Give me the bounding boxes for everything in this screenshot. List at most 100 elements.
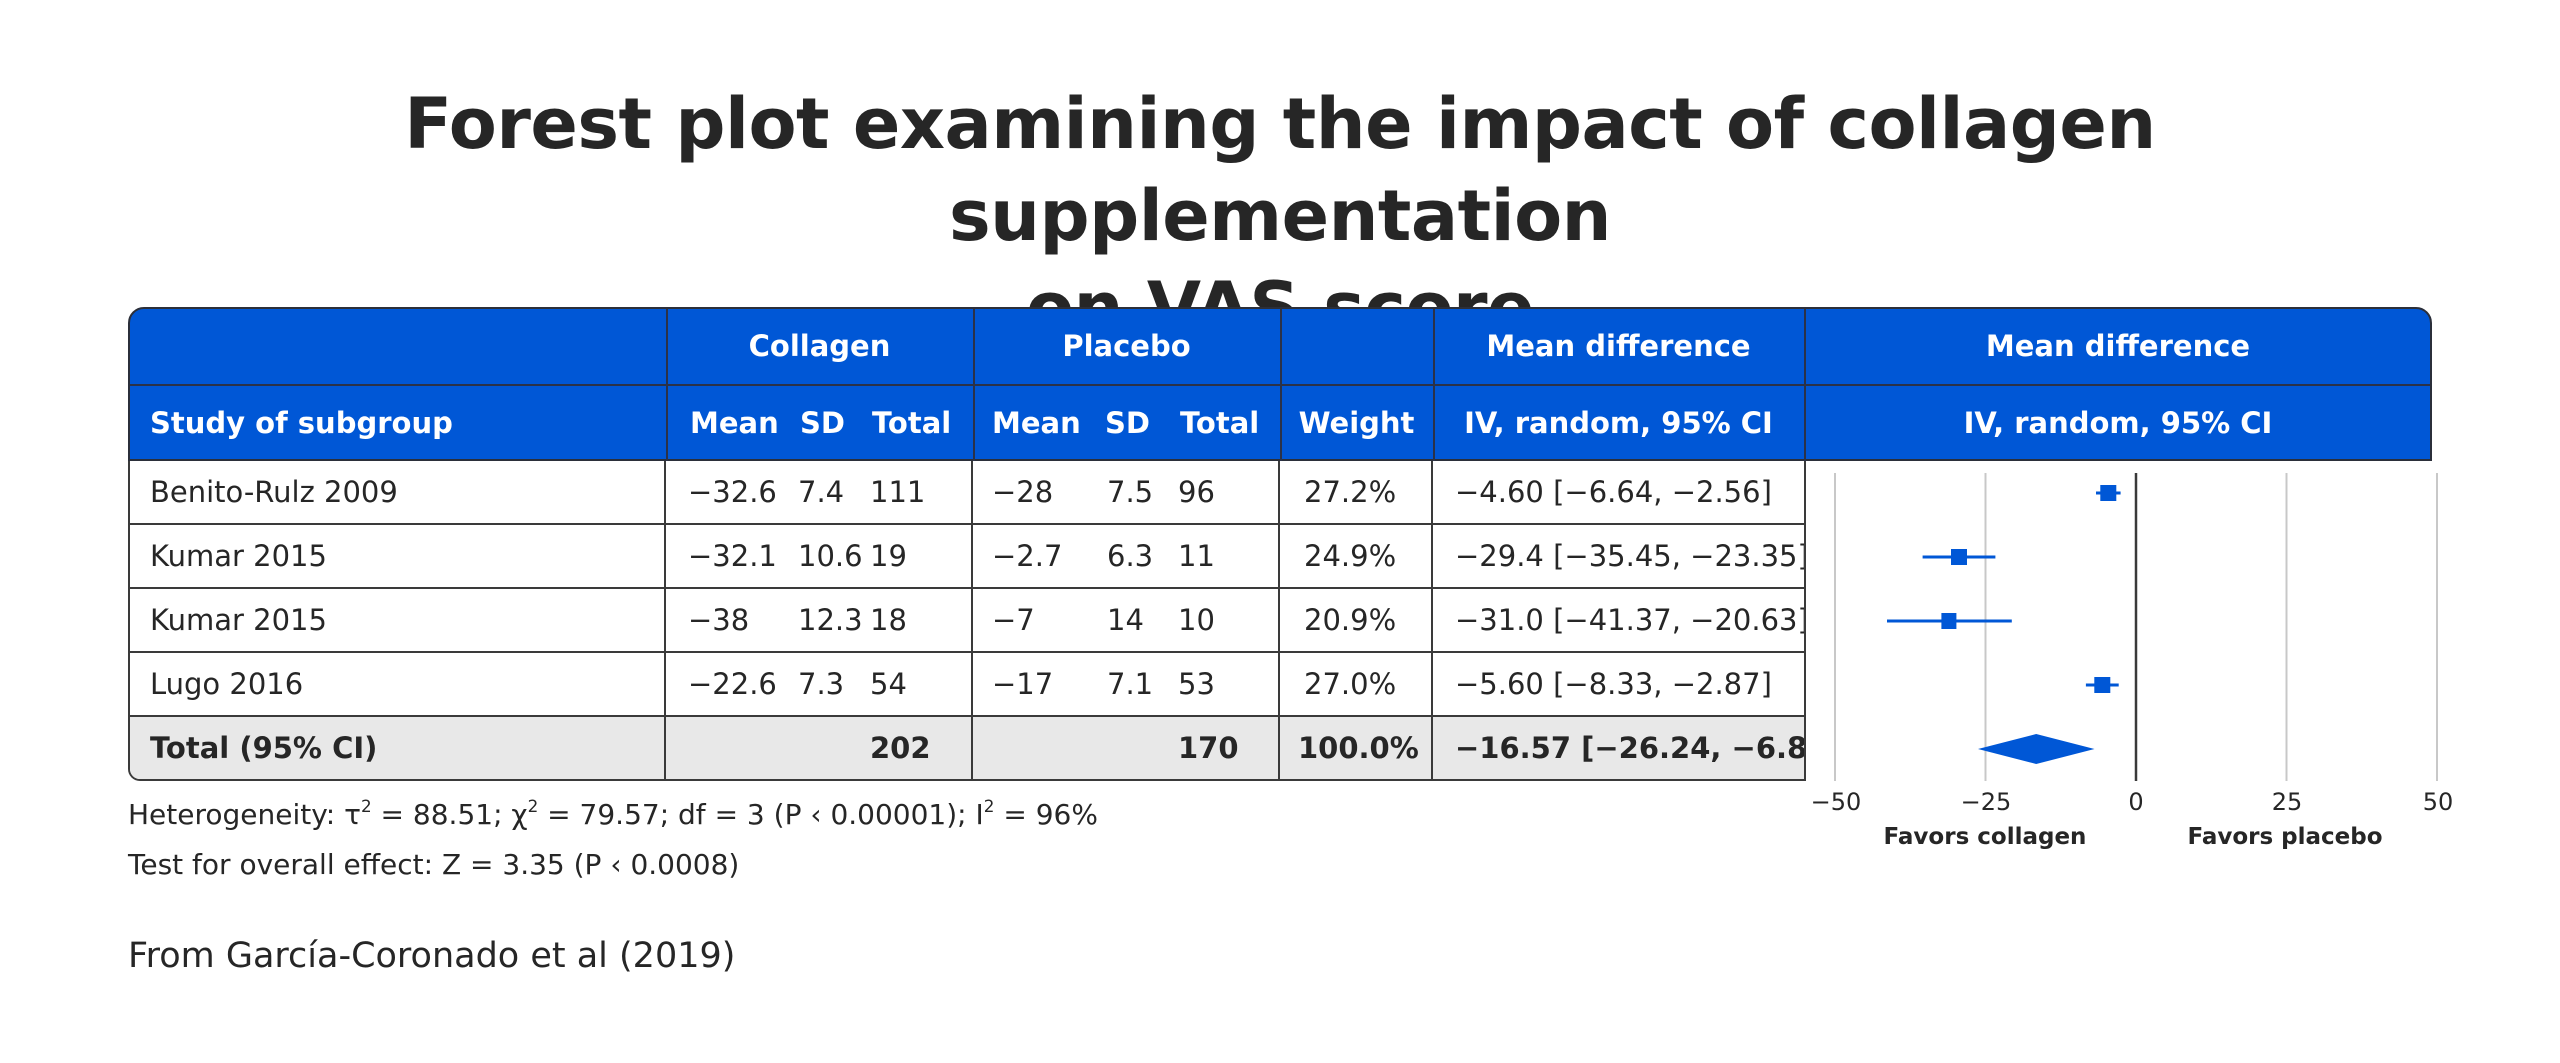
col-divider — [1431, 717, 1433, 779]
placebo-mean: −28 — [992, 475, 1054, 509]
header-plot-mean-difference: Mean difference — [1985, 329, 2251, 363]
table-body: Benito-Rulz 2009 −32.6 7.4 111 −28 7.5 9… — [128, 461, 1806, 781]
placebo-mean: −7 — [992, 603, 1035, 637]
mean-difference-total: −16.57 [−26.24, −6.89] — [1455, 731, 1806, 765]
collagen-mean: −38 — [688, 603, 750, 637]
collagen-total: 54 — [870, 667, 907, 701]
col-divider — [1278, 461, 1280, 523]
weight-total: 100.0% — [1298, 731, 1419, 765]
collagen-sd: 12.3 — [798, 603, 863, 637]
col-divider — [664, 589, 666, 651]
study-name: Lugo 2016 — [150, 667, 304, 701]
weight: 27.2% — [1304, 475, 1397, 509]
col-divider — [971, 461, 973, 523]
header-placebo: Placebo — [1062, 329, 1191, 363]
study-name: Benito-Rulz 2009 — [150, 475, 398, 509]
mean-difference: −29.4 [−35.45, −23.35] — [1455, 539, 1806, 573]
header-mean-difference: Mean difference — [1486, 329, 1751, 363]
col-divider — [1804, 309, 1806, 461]
collagen-sd: 7.3 — [798, 667, 845, 701]
collagen-sd: 10.6 — [798, 539, 863, 573]
weight: 27.0% — [1304, 667, 1397, 701]
table-row: Kumar 2015 −32.1 10.6 19 −2.7 6.3 11 24.… — [130, 525, 1804, 589]
header-weight: Weight — [1298, 406, 1415, 440]
source-citation: From García-Coronado et al (2019) — [128, 936, 736, 976]
page-title: Forest plot examining the impact of coll… — [100, 78, 2460, 354]
header-collagen-mean: Mean — [690, 406, 779, 440]
header-placebo-mean: Mean — [992, 406, 1081, 440]
heterogeneity-text: = 79.57; df = 3 (P ‹ 0.00001); I — [538, 798, 984, 831]
header-plot-ci: IV, random, 95% CI — [1963, 406, 2273, 440]
placebo-total: 11 — [1178, 539, 1215, 573]
x-tick-label: −50 — [1810, 788, 1862, 816]
header-collagen-sd: SD — [800, 406, 845, 440]
col-divider — [1278, 589, 1280, 651]
pooled-diamond — [1978, 734, 2095, 764]
overall-effect-note: Test for overall effect: Z = 3.35 (P ‹ 0… — [128, 848, 740, 881]
col-divider — [664, 653, 666, 715]
placebo-mean: −17 — [992, 667, 1054, 701]
col-divider — [971, 653, 973, 715]
study-name: Kumar 2015 — [150, 603, 327, 637]
gridlines — [1834, 473, 2438, 781]
superscript: 2 — [983, 796, 995, 816]
study-name: Kumar 2015 — [150, 539, 327, 573]
placebo-sd: 7.5 — [1107, 475, 1154, 509]
table-row: Kumar 2015 −38 12.3 18 −7 14 10 20.9% −3… — [130, 589, 1804, 653]
placebo-total: 170 — [1178, 731, 1239, 765]
header-ci: IV, random, 95% CI — [1464, 406, 1773, 440]
placebo-mean: −2.7 — [992, 539, 1063, 573]
placebo-sd: 14 — [1107, 603, 1144, 637]
collagen-mean: −22.6 — [688, 667, 777, 701]
mean-difference: −4.60 [−6.64, −2.56] — [1455, 475, 1772, 509]
col-divider — [1431, 589, 1433, 651]
collagen-mean: −32.6 — [688, 475, 777, 509]
weight: 20.9% — [1304, 603, 1397, 637]
col-divider — [973, 309, 975, 461]
header-collagen-total: Total — [872, 406, 952, 440]
col-divider — [971, 525, 973, 587]
heterogeneity-text: = 96% — [994, 798, 1098, 831]
study-marker — [2096, 485, 2121, 501]
x-tick-label: −25 — [1960, 788, 2012, 816]
point-estimate-square — [1941, 613, 1957, 629]
col-divider — [1431, 525, 1433, 587]
point-estimate-square — [1951, 549, 1967, 565]
collagen-mean: −32.1 — [688, 539, 777, 573]
col-divider — [666, 309, 668, 461]
col-divider — [1278, 525, 1280, 587]
placebo-total: 53 — [1178, 667, 1215, 701]
forest-plot — [1834, 473, 2438, 781]
col-divider — [1431, 653, 1433, 715]
total-label: Total (95% CI) — [150, 731, 378, 765]
heterogeneity-text: Heterogeneity: τ — [128, 798, 361, 831]
title-line-1: Forest plot examining the impact of coll… — [404, 83, 2156, 257]
study-marker — [1922, 549, 1996, 565]
col-divider — [1280, 309, 1282, 461]
x-tick-label: 25 — [2271, 788, 2303, 816]
collagen-sd: 7.4 — [798, 475, 845, 509]
collagen-total: 19 — [870, 539, 907, 573]
placebo-sd: 7.1 — [1107, 667, 1154, 701]
col-divider — [1433, 309, 1435, 461]
placebo-sd: 6.3 — [1107, 539, 1154, 573]
favors-collagen-label: Favors collagen — [1883, 824, 2087, 850]
total-row: Total (95% CI) 202 170 100.0% −16.57 [−2… — [130, 717, 1804, 779]
header-collagen: Collagen — [748, 329, 891, 363]
col-divider — [1278, 717, 1280, 779]
x-tick-label: 0 — [2128, 788, 2144, 816]
header-placebo-sd: SD — [1105, 406, 1150, 440]
col-divider — [1431, 461, 1433, 523]
col-divider — [664, 717, 666, 779]
weight: 24.9% — [1304, 539, 1397, 573]
study-marker — [2085, 677, 2119, 693]
study-marker — [1887, 613, 2012, 629]
point-estimate-square — [2100, 485, 2117, 501]
col-divider — [664, 525, 666, 587]
col-divider — [664, 461, 666, 523]
mean-difference: −31.0 [−41.37, −20.63] — [1455, 603, 1806, 637]
placebo-total: 96 — [1178, 475, 1215, 509]
favors-placebo-label: Favors placebo — [2187, 824, 2383, 850]
col-divider — [971, 717, 973, 779]
col-divider — [971, 589, 973, 651]
